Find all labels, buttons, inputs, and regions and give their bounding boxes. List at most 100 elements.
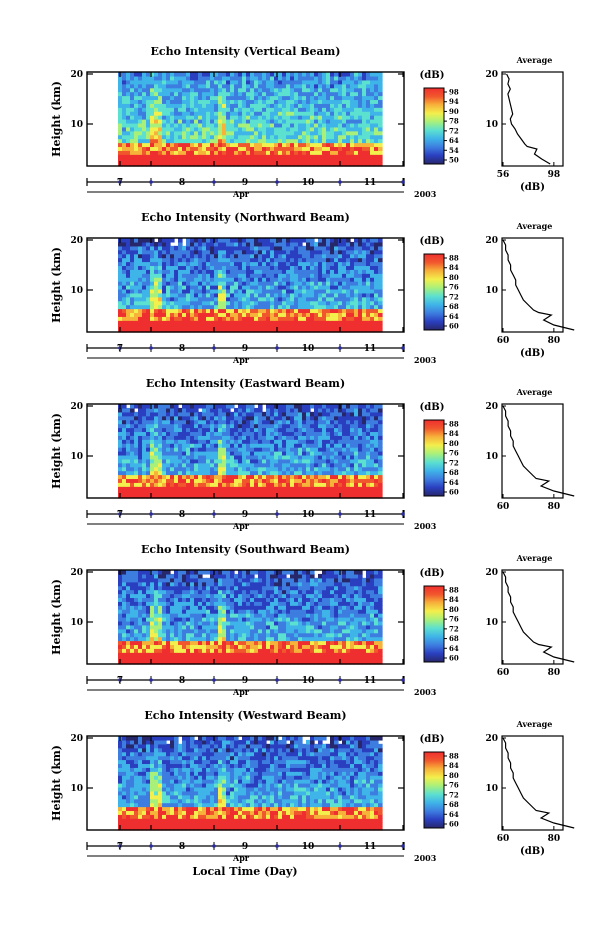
heatmap-cell [234,246,239,251]
heatmap-cell [162,412,167,417]
heatmap-cell [238,439,243,444]
heatmap-cell [326,99,331,104]
heatmap-cell [130,320,135,325]
heatmap-cell [326,92,331,97]
heatmap-cell [262,254,267,259]
heatmap-cell [126,324,131,329]
heatmap-cell [162,471,167,476]
heatmap-cell [298,242,303,247]
heatmap-cell [266,84,271,89]
heatmap-cell [310,111,315,116]
heatmap-cell [134,467,139,472]
heatmap-cell [282,293,287,298]
heatmap-cell [190,293,195,298]
heatmap-cell [370,281,375,286]
heatmap-cell [130,139,135,144]
heatmap-cell [202,265,207,270]
heatmap-cell [166,127,171,132]
heatmap-cell [342,115,347,120]
heatmap-cell [370,412,375,417]
heatmap-cell [238,312,243,317]
heatmap-cell [162,443,167,448]
heatmap-cell [250,242,255,247]
heatmap-cell [278,435,283,440]
heatmap-cell [378,459,383,464]
heatmap-cell [258,471,263,476]
heatmap-cell [258,424,263,429]
heatmap-cell [198,277,203,282]
heatmap-cell [118,486,123,491]
heatmap-cell [378,439,383,444]
heatmap-cell [314,428,319,433]
heatmap-cell [130,103,135,108]
heatmap-cell [294,428,299,433]
heatmap-cell [334,297,339,302]
heatmap-cell [358,324,363,329]
heatmap-cell [290,297,295,302]
heatmap-cell [234,258,239,263]
heatmap-cell [230,135,235,140]
heatmap-cell [190,150,195,155]
heatmap-cell [158,301,163,306]
heatmap-cell [282,139,287,144]
heatmap-cell [214,96,219,101]
heatmap-cell [194,305,199,310]
heatmap-cell [210,139,215,144]
heatmap-cell [214,289,219,294]
heatmap-cell [246,320,251,325]
heatmap-cell [286,428,291,433]
heatmap-cell [254,451,259,456]
heatmap-cell [186,305,191,310]
heatmap-cell [194,324,199,329]
heatmap-cell [206,88,211,93]
heatmap-cell [222,246,227,251]
heatmap-cell [354,305,359,310]
heatmap-cell [282,447,287,452]
heatmap-cell [222,127,227,132]
heatmap-cell [226,135,231,140]
heatmap-cell [202,154,207,159]
heatmap-cell [142,281,147,286]
heatmap-cell [186,316,191,321]
heatmap-cell [310,103,315,108]
heatmap-cell [166,463,171,468]
heatmap-cell [246,412,251,417]
heatmap-cell [314,482,319,487]
heatmap-cell [202,139,207,144]
heatmap-cell [190,146,195,151]
heatmap-cell [118,254,123,259]
heatmap-cell [318,424,323,429]
heatmap-cell [230,119,235,124]
heatmap-cell [374,439,379,444]
heatmap-cell [142,305,147,310]
heatmap-cell [346,435,351,440]
heatmap-cell [226,250,231,255]
heatmap-cell [330,490,335,495]
heatmap-cell [158,139,163,144]
heatmap-cell [138,143,143,148]
heatmap-cell [154,459,159,464]
heatmap-cell [122,459,127,464]
heatmap-cell [334,301,339,306]
heatmap-cell [126,158,131,163]
heatmap-cell [234,139,239,144]
heatmap-cell [370,111,375,116]
heatmap-cell [154,455,159,460]
heatmap-cell [250,246,255,251]
heatmap-cell [326,490,331,495]
heatmap-cell [150,281,155,286]
heatmap-cell [354,463,359,468]
heatmap-cell [238,107,243,112]
heatmap-cell [342,273,347,278]
heatmap-cell [238,265,243,270]
heatmap-cell [182,76,187,81]
heatmap-cell [294,293,299,298]
heatmap-cell [146,312,151,317]
heatmap-cell [198,455,203,460]
heatmap-cell [222,107,227,112]
heatmap-cell [170,285,175,290]
heatmap-cell [238,490,243,495]
heatmap-cell [274,80,279,85]
heatmap-cell [334,76,339,81]
heatmap-cell [294,301,299,306]
